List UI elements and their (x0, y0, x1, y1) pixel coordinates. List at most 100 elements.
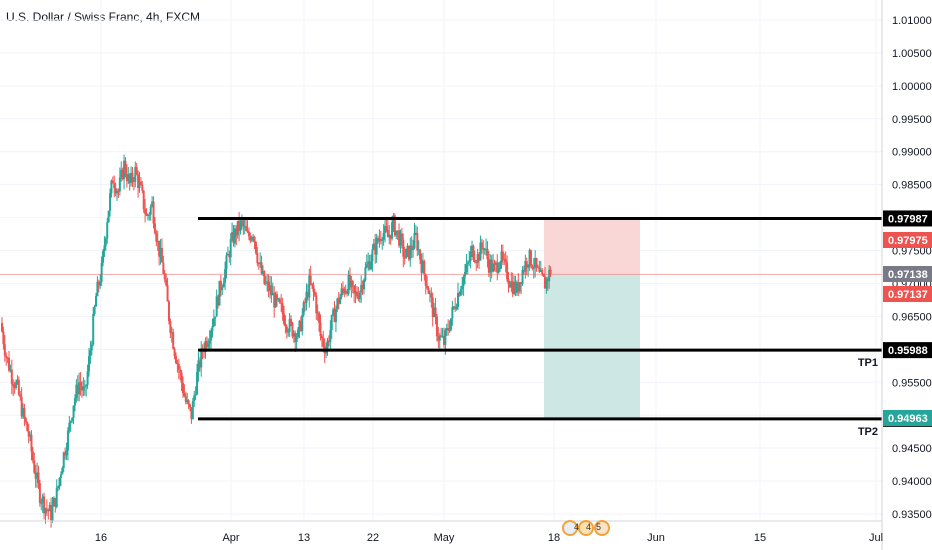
candle (82, 377, 85, 397)
take-profit-zone[interactable] (544, 274, 640, 418)
candle (417, 240, 420, 256)
candle (93, 304, 96, 317)
candle (344, 284, 347, 295)
candle (47, 508, 50, 520)
candle (110, 179, 113, 198)
candle (159, 239, 162, 265)
candle (386, 219, 389, 238)
stop-loss-zone[interactable] (544, 218, 640, 275)
candle (97, 279, 100, 293)
candle (83, 379, 86, 396)
y-tick-label: 0.94500 (892, 443, 932, 455)
y-tick-label: 0.97500 (892, 246, 932, 258)
candle (167, 300, 170, 325)
candle (500, 244, 503, 269)
candle (144, 198, 147, 223)
y-tick-label: 0.99000 (892, 147, 932, 159)
price-tag (883, 232, 932, 248)
candle (441, 327, 444, 338)
flag-ch-icon (594, 520, 610, 536)
candle (437, 326, 440, 349)
candle (520, 281, 523, 295)
candle (280, 294, 283, 312)
candle (497, 262, 500, 274)
x-tick-label: Jul (869, 532, 883, 544)
price-tag (883, 266, 932, 282)
candle (99, 274, 102, 289)
candle (482, 240, 485, 260)
candle (343, 286, 346, 298)
candle (413, 222, 416, 250)
candle (37, 465, 40, 489)
candle (337, 291, 340, 310)
candle (354, 284, 357, 304)
candle (116, 188, 119, 202)
candle (503, 253, 506, 265)
candle (250, 235, 253, 243)
candle (428, 290, 431, 303)
candle (109, 188, 112, 217)
candle (414, 225, 417, 236)
candle (433, 302, 436, 318)
candle (402, 233, 405, 268)
candle (410, 236, 413, 258)
candle (252, 234, 255, 243)
candle (233, 224, 236, 248)
y-tick-label: 1.01000 (892, 15, 932, 27)
candle (291, 321, 294, 339)
candle (187, 399, 190, 410)
candle (545, 277, 548, 294)
candle (312, 281, 315, 301)
candle (151, 196, 154, 208)
candle (475, 259, 478, 271)
candle (26, 421, 29, 432)
candle (73, 394, 76, 412)
candle (186, 392, 189, 405)
candle (3, 334, 6, 362)
candle (427, 286, 430, 294)
candle (264, 275, 267, 286)
logo-digit: 4 (574, 522, 580, 532)
candle (165, 273, 168, 287)
price-axis[interactable]: 1.01000 1.00500 1.00000 0.99500 0.99000 0.985… (881, 0, 932, 550)
candle (163, 269, 166, 283)
candle (48, 502, 51, 512)
x-tick-label: Jun (647, 532, 665, 544)
candle (65, 442, 68, 461)
candle (479, 235, 482, 261)
x-tick-label: Apr (222, 532, 239, 544)
candle (131, 166, 134, 188)
candle (96, 276, 99, 297)
horizontal-levels[interactable]: TP1 TP2 (0, 216, 882, 438)
candle (254, 241, 257, 255)
candle (329, 320, 332, 350)
candle (246, 220, 249, 234)
candle (517, 273, 520, 297)
candle (518, 282, 521, 294)
candle (301, 308, 304, 336)
candle (92, 306, 95, 347)
candle (445, 323, 448, 336)
candle (183, 384, 186, 398)
candle (452, 305, 455, 310)
candle (166, 277, 169, 302)
candle (357, 286, 360, 302)
flag-us-icon (562, 520, 578, 536)
candle (440, 327, 443, 338)
candle (456, 282, 459, 311)
candle (87, 347, 90, 377)
y-tick-label: 0.95500 (892, 377, 932, 389)
candle (221, 284, 224, 296)
candle (130, 166, 133, 187)
time-axis[interactable]: 16 Apr 13 22 May 18 Jun 15 Jul (0, 520, 883, 544)
candle (177, 358, 180, 380)
candle (180, 369, 183, 392)
candle (52, 496, 55, 507)
candle (162, 255, 165, 275)
y-tick-label: 1.00000 (892, 81, 932, 93)
candle (235, 225, 238, 246)
candle (315, 292, 318, 320)
candle (508, 280, 511, 289)
position-zones (544, 218, 640, 418)
